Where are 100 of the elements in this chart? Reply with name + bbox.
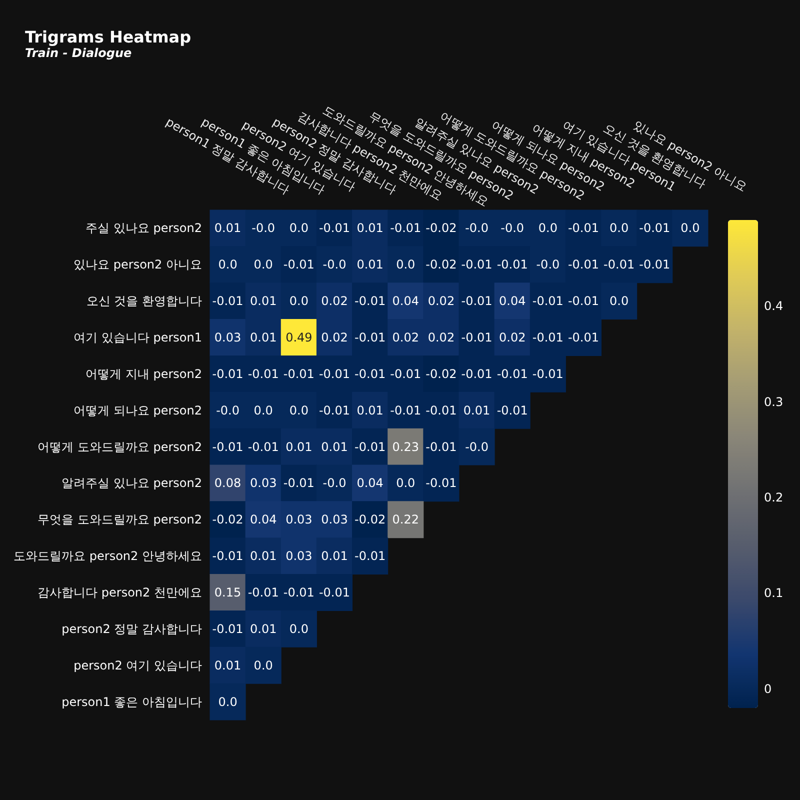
data-label: 0.02 [321,330,348,344]
data-label: -0.0 [500,221,524,236]
data-label: -0.01 [354,440,386,454]
data-label: -0.01 [604,258,635,272]
data-label: -0.01 [639,221,670,236]
data-label: 0.03 [286,512,312,527]
data-label: -0.01 [318,586,350,600]
data-label: -0.01 [390,366,422,381]
data-label: 0.0 [254,258,273,272]
data-label: 0.02 [321,294,348,308]
data-label: -0.01 [212,622,244,636]
data-label: -0.01 [212,294,244,308]
data-label: -0.01 [461,330,492,344]
color-bar-label: 0 [764,682,772,696]
data-label: 0.03 [250,476,277,490]
data-label: -0.01 [568,258,600,272]
data-label: 0.0 [610,221,629,236]
data-label: 0.0 [610,294,629,308]
data-label: -0.01 [496,403,528,418]
data-label: 0.0 [254,658,273,672]
data-label: -0.0 [252,221,276,236]
data-label: -0.01 [532,366,564,381]
data-label: -0.01 [318,221,350,236]
data-label: 0.04 [499,294,526,308]
color-bar-label: 0.2 [764,490,784,504]
y-tick-label: 도와드릴까요 person2 안녕하세요 [14,549,202,564]
data-label: -0.01 [318,366,350,381]
data-label: -0.02 [426,258,457,272]
data-label: 0.01 [214,221,242,236]
y-tick-label: 어떻게 지내 person2 [86,366,202,381]
data-label: 0.02 [428,330,455,344]
data-label: 0.01 [250,330,277,344]
data-label: -0.0 [322,476,346,490]
data-label: 0.0 [680,221,700,236]
data-label: 0.03 [214,330,242,344]
data-label: -0.01 [212,549,244,564]
data-label: -0.01 [248,586,279,600]
text: Train - Dialogue [25,46,132,60]
data-label: 0.04 [392,294,419,308]
data-label: 0.03 [321,512,348,527]
data-label: -0.01 [532,330,564,344]
data-label: -0.01 [212,440,244,454]
data-label: 0.0 [254,403,273,418]
data-label: 0.15 [214,586,242,600]
data-label: -0.01 [248,366,279,381]
data-label: -0.0 [465,440,488,454]
data-label: 0.02 [499,330,526,344]
data-label: 0.02 [428,294,455,308]
y-tick-label: 주실 있나요 person2 [86,221,202,236]
data-label: -0.01 [532,294,564,308]
data-label: 0.08 [214,476,242,490]
data-label: 0.49 [286,330,312,344]
data-label: -0.01 [212,366,244,381]
data-label: 0.01 [250,294,277,308]
data-label: -0.01 [461,294,492,308]
data-label: 0.0 [289,403,308,418]
y-tick-label: 여기 있습니다 person1 [74,330,202,344]
data-label: 0.04 [356,476,384,490]
data-label: -0.01 [283,258,314,272]
data-label: 0.0 [289,622,308,636]
data-label: 0.01 [356,403,384,418]
data-label: 0.0 [538,221,558,236]
data-label: -0.01 [354,294,386,308]
data-label: -0.01 [639,258,670,272]
data-label: 0.01 [356,258,384,272]
data-label: -0.02 [212,512,244,527]
y-tick-label: person1 좋은 아침입니다 [62,694,202,709]
data-label: 0.0 [218,694,238,709]
data-label: -0.01 [426,403,457,418]
data-label: 0.0 [218,258,238,272]
data-label: 0.0 [289,221,308,236]
data-label: -0.01 [461,258,492,272]
data-label: -0.01 [461,366,492,381]
data-label: -0.01 [496,258,528,272]
data-label: -0.01 [354,330,386,344]
y-tick-label: 알려주실 있나요 person2 [62,476,202,490]
data-label: -0.01 [318,403,350,418]
data-label: -0.01 [354,549,386,564]
data-label: -0.01 [283,476,314,490]
y-tick-label: 오신 것을 환영합니다 [86,294,202,308]
data-label: -0.0 [322,258,346,272]
data-label: 0.02 [392,330,419,344]
color-bar-label: 0.4 [764,299,784,314]
y-tick-label: 감사합니다 person2 천만에요 [38,586,202,600]
color-bar-label: 0.1 [764,586,784,600]
data-label: 0.01 [250,622,277,636]
y-tick-label: 무엇을 도와드릴까요 person2 [38,512,202,527]
data-label: -0.0 [536,258,560,272]
data-label: -0.01 [568,294,600,308]
data-label: 0.01 [321,549,348,564]
data-label: -0.0 [465,221,488,236]
data-label: -0.01 [426,476,457,490]
data-label: 0.0 [396,258,416,272]
data-label: -0.01 [354,366,386,381]
data-label: -0.02 [354,512,386,527]
chart-title: Trigrams Heatmap [25,28,192,46]
y-tick-label: person2 정말 감사합니다 [62,622,202,636]
data-label: 0.0 [396,476,416,490]
color-bar-label: 0.3 [764,394,784,409]
data-label: 0.22 [392,512,419,527]
